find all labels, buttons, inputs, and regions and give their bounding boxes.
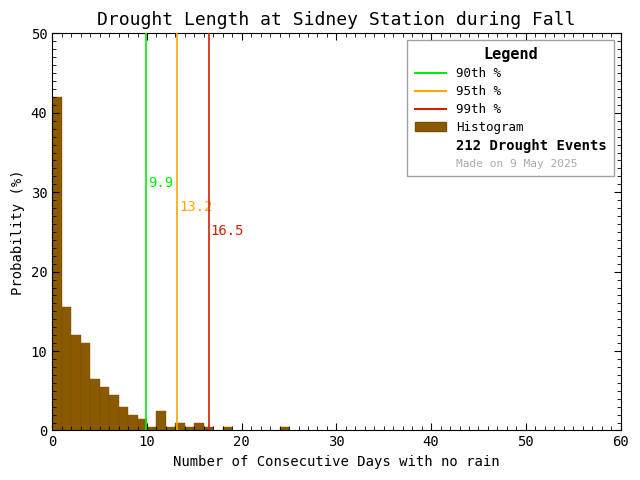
Title: Drought Length at Sidney Station during Fall: Drought Length at Sidney Station during … (97, 11, 575, 29)
Text: 9.9: 9.9 (148, 176, 173, 191)
Bar (147, 427, 156, 431)
Bar (100, 387, 109, 431)
Bar (166, 427, 175, 431)
Bar (280, 427, 289, 431)
Bar (204, 427, 213, 431)
Text: 13.2: 13.2 (179, 200, 212, 214)
Bar (195, 422, 204, 431)
Bar (156, 410, 166, 431)
X-axis label: Number of Consecutive Days with no rain: Number of Consecutive Days with no rain (173, 455, 500, 469)
Bar (185, 427, 195, 431)
Text: 16.5: 16.5 (211, 224, 244, 238)
Bar (109, 395, 118, 431)
Y-axis label: Probability (%): Probability (%) (11, 169, 25, 295)
Bar (128, 415, 138, 431)
Bar (118, 407, 128, 431)
Bar (138, 419, 147, 431)
Bar (71, 335, 81, 431)
Legend: 90th %, 95th %, 99th %, Histogram, 212 Drought Events, Made on 9 May 2025: 90th %, 95th %, 99th %, Histogram, 212 D… (407, 40, 614, 177)
Bar (175, 422, 185, 431)
Bar (61, 307, 71, 431)
Bar (52, 97, 61, 431)
Bar (81, 343, 90, 431)
Bar (223, 427, 232, 431)
Bar (90, 379, 100, 431)
